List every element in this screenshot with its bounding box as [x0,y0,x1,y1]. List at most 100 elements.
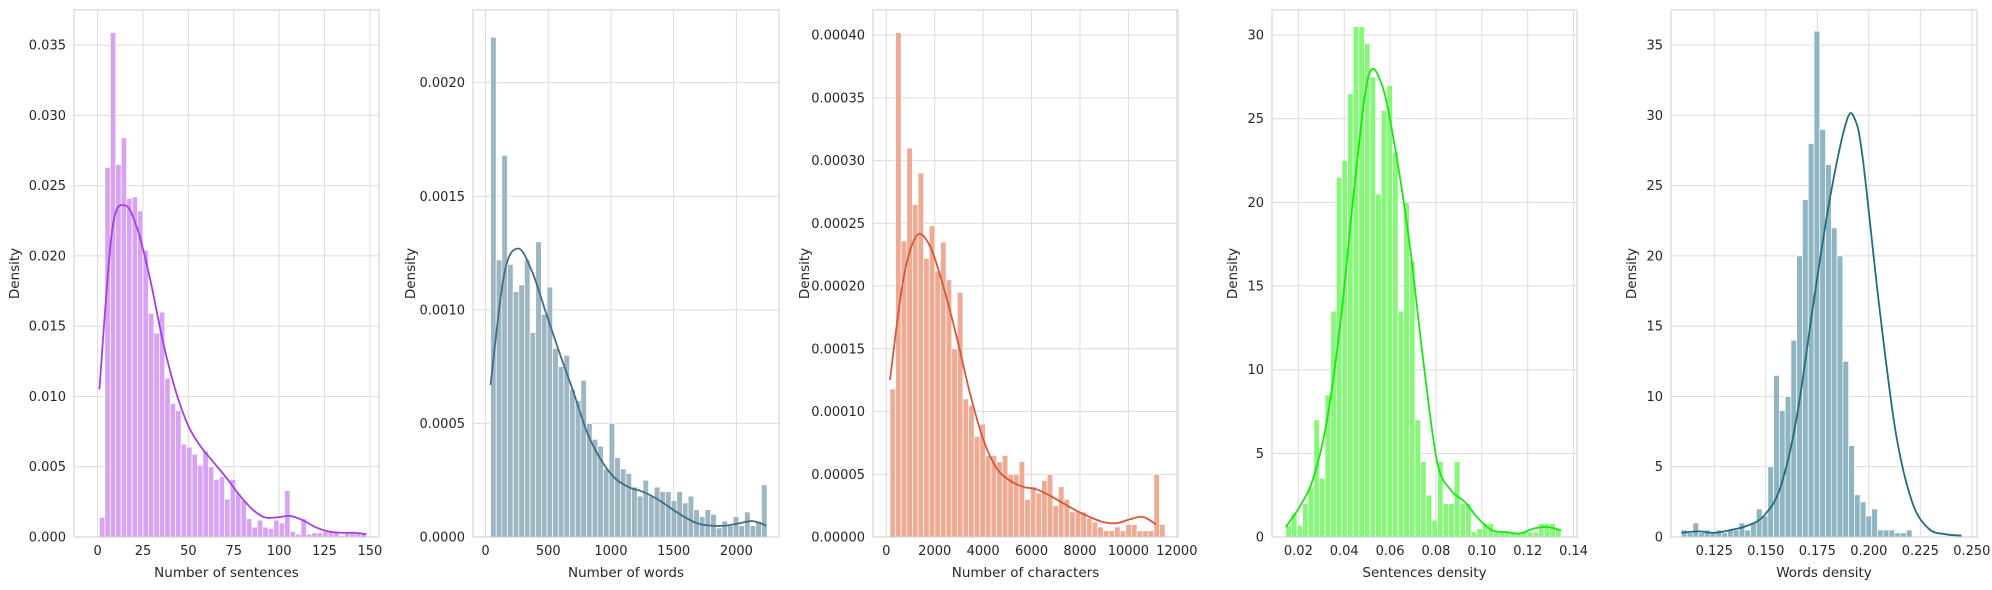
histogram-bar [524,259,531,538]
histogram-bar [1313,419,1320,538]
x-tick-label: 100 [267,544,292,559]
x-tick-label: 0.200 [1850,544,1887,559]
histogram-bar [1767,466,1774,538]
histogram-bar [164,377,171,538]
histogram-bar [552,348,559,538]
histogram-bar [1877,529,1884,538]
plot-frame [472,9,780,538]
x-tick-label: 1500 [657,544,690,559]
histogram-bar [267,528,275,538]
x-tick-label: 0.150 [1747,544,1784,559]
histogram-bar [625,473,632,538]
kde-line [1285,68,1562,535]
histogram-bar [289,531,296,538]
histogram-bar [1058,486,1065,538]
x-tick-label: 0.12 [1513,544,1542,559]
histogram-bar [207,466,215,538]
histogram-bar [1459,503,1466,538]
histogram-bar [501,155,508,538]
histogram-bar [956,291,964,538]
histogram-bar [1097,526,1104,538]
histogram-bar [1302,503,1309,538]
histogram-bar [670,500,678,538]
y-tick-label: 0.030 [29,109,66,124]
histogram-bar [1330,310,1337,538]
x-tick-label: 1000 [594,544,627,559]
histogram-bar [490,36,497,538]
histogram-bar [1131,524,1138,538]
histogram-bar [1046,473,1054,538]
histogram-bar [311,532,318,538]
x-axis-label: Number of words [568,565,684,581]
histogram-bar [985,455,992,538]
x-axis-label: Sentences density [1362,565,1486,581]
y-tick-label: 0.0005 [420,417,466,432]
histogram-bar [322,531,329,538]
histogram-bar [153,332,160,538]
histogram-bar [278,522,285,538]
histogram-bar [715,527,723,538]
y-axis-label: Density [7,248,23,299]
histogram-bar [1859,501,1867,538]
y-tick-label: 5 [1655,460,1663,475]
histogram-bar [569,388,576,538]
subplot-4: 0 5 10 15 20 25 30 0.02 0.04 0.06 0.08 0.10 0.12 0.14… [1225,9,1588,581]
histogram-bar [213,479,220,538]
histogram-bar [262,526,269,538]
histogram-bar [557,366,565,538]
histogram-bar [665,491,672,538]
histogram-bar [563,354,570,538]
histogram-bar [1347,93,1354,538]
histogram-bar [1882,529,1890,538]
histogram-bar [1136,530,1144,538]
histogram-bar [257,519,264,538]
histogram-bar [727,525,734,538]
histogram-bar [682,502,689,538]
y-tick-label: 30 [1247,29,1264,44]
plot-frame [872,9,1179,538]
kde-line [489,247,767,527]
histogram-bar [1842,360,1849,538]
x-tick-label: 0.225 [1902,544,1939,559]
histogram-bar [1074,511,1082,538]
histogram-bar [1102,530,1110,538]
histogram-bar [131,196,138,538]
x-tick-label: 0.06 [1376,544,1405,559]
histogram-bar [659,491,666,538]
x-tick-label: 0.175 [1799,544,1836,559]
y-axis-label: Density [797,248,813,299]
histogram-bar [316,532,324,538]
histogram-bar [1721,532,1728,538]
x-tick-label: 50 [180,544,197,559]
histogram-bar [603,468,610,538]
x-tick-label: 75 [225,544,242,559]
histogram-bar [1802,199,1809,538]
histogram-bar [1493,531,1500,538]
histogram-bar [721,520,728,538]
histogram-bar [1018,461,1026,538]
kde-line [889,232,1157,526]
histogram-bar [1086,517,1093,538]
histogram-bar [120,137,127,538]
histogram-bar [889,388,896,538]
histogram-bar [1773,375,1780,538]
y-tick-label: 20 [1646,249,1663,264]
histogram-bar [148,313,155,538]
histogram-bar [218,476,226,538]
histogram-bar [1119,530,1127,538]
histogram-bar [202,450,209,538]
histogram-bar [631,486,638,538]
x-tick-label: 125 [312,544,337,559]
histogram-bar [761,484,768,538]
histogram-bar [744,511,751,538]
histogram-bar [1341,160,1348,538]
histogram-bar [1819,129,1826,538]
histogram-bar [1732,529,1740,538]
histogram-bar [104,167,111,538]
histogram-bar [1686,532,1694,538]
y-tick-label: 25 [1247,112,1264,127]
histogram-bar [191,453,198,538]
histogram-bar [169,403,177,538]
histogram-bar [732,516,740,538]
x-tick-label: 4000 [967,544,1000,559]
